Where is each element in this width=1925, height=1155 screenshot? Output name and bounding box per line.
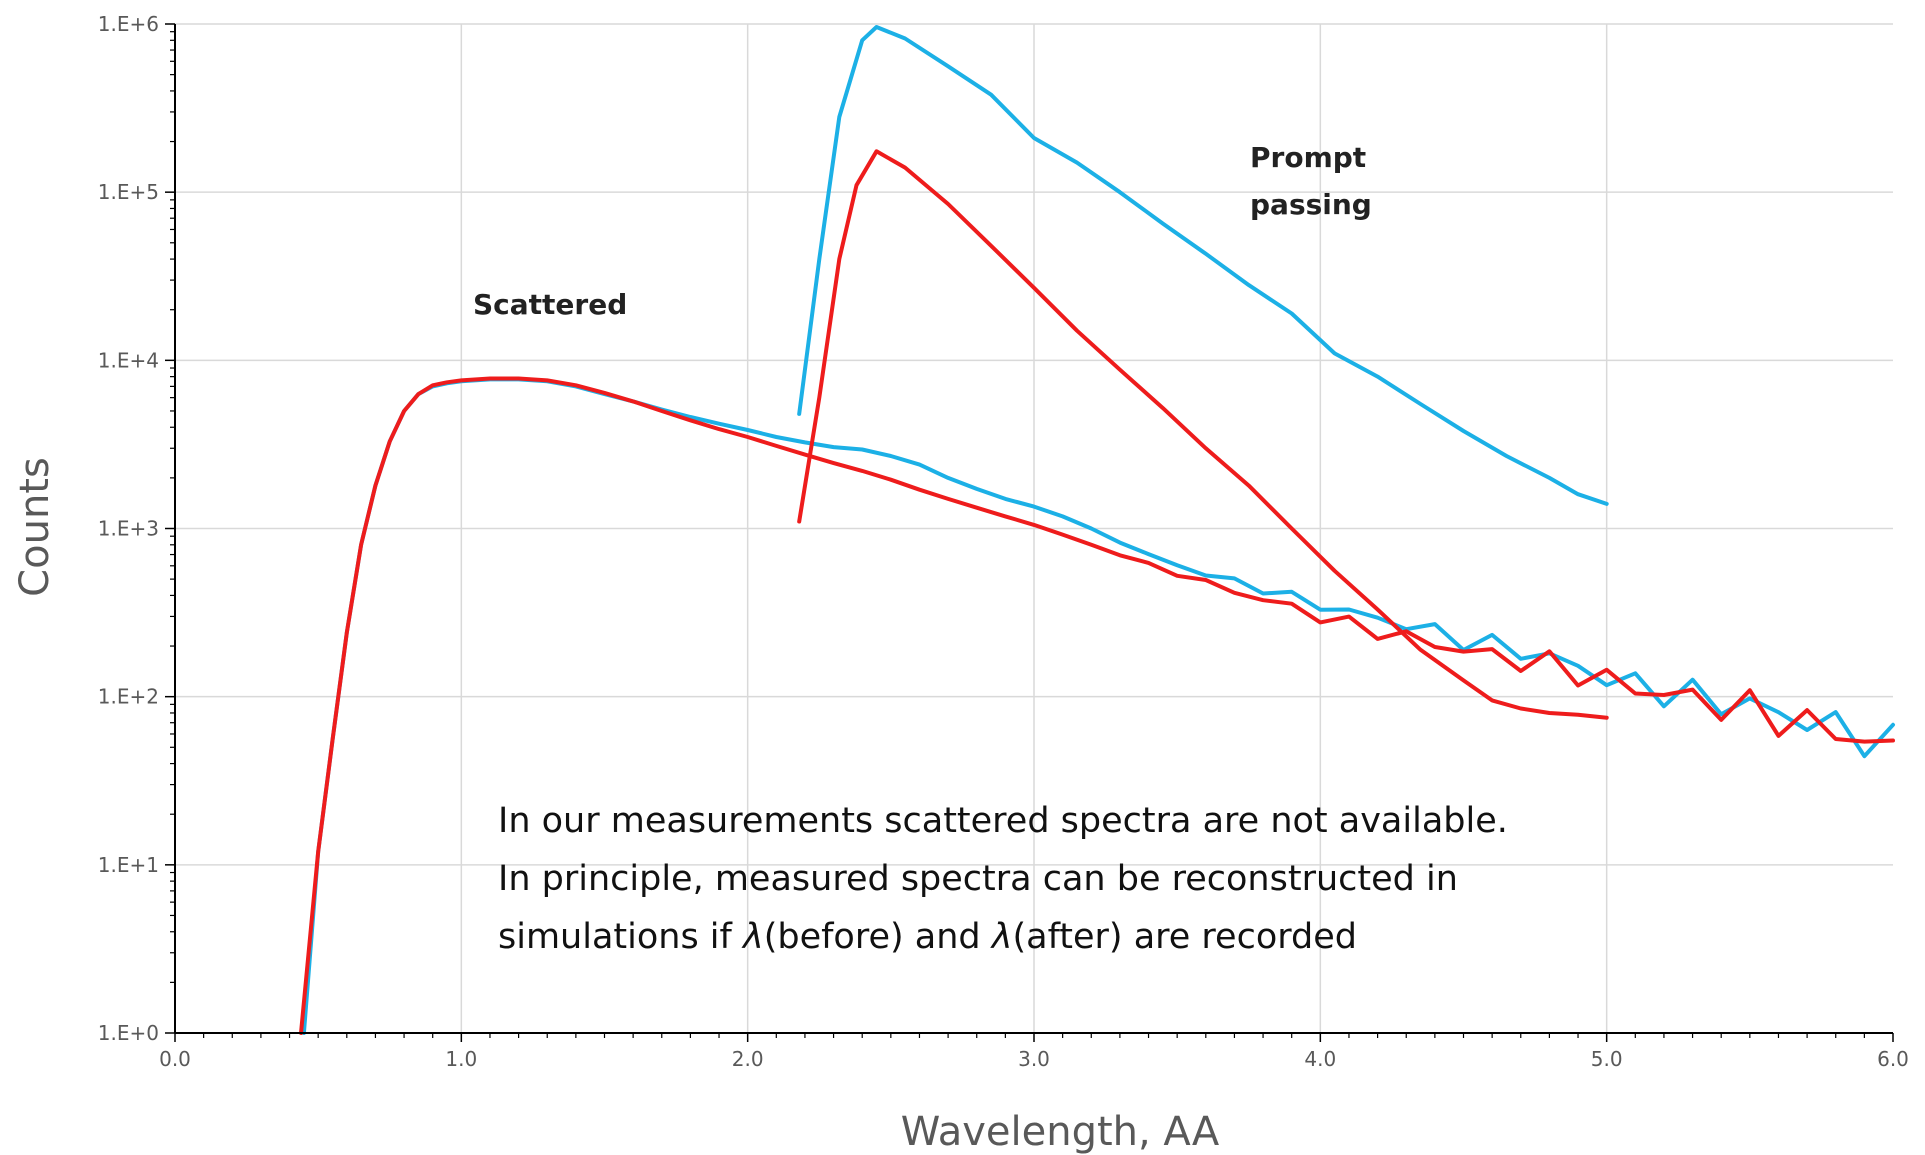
note-line-3-post: (after) are recorded [1012, 917, 1357, 957]
x-tick-label: 3.0 [1018, 1047, 1050, 1071]
x-axis-title: Wavelength, AA [901, 1109, 1220, 1155]
note-line-3-mid: (before) and [764, 917, 992, 957]
note-line-1: In our measurements scattered spectra ar… [498, 801, 1508, 841]
x-tick-label: 0.0 [159, 1047, 191, 1071]
y-tick-label: 1.E+1 [98, 853, 159, 877]
y-tick-label: 1.E+6 [98, 12, 159, 36]
annotation-scattered: Scattered [473, 288, 627, 321]
series-line-red-prompt [797, 149, 1609, 720]
lambda-symbol-after: λ [990, 917, 1013, 957]
x-tick-label: 6.0 [1877, 1047, 1909, 1071]
axes [165, 23, 1894, 1042]
y-tick-label: 1.E+0 [98, 1021, 159, 1045]
annotation-prompt-line2: passing [1250, 188, 1372, 221]
lambda-symbol-before: λ [741, 917, 764, 957]
gridlines [175, 23, 1893, 1033]
annotation-prompt-line1: Prompt [1250, 141, 1366, 174]
y-tick-label: 1.E+2 [98, 685, 159, 709]
note-line-3: simulations if λ(before) and λ(after) ar… [498, 917, 1357, 957]
x-tick-label: 5.0 [1591, 1047, 1623, 1071]
y-tick-label: 1.E+5 [98, 180, 159, 204]
x-tick-label: 1.0 [445, 1047, 477, 1071]
x-tick-label: 2.0 [732, 1047, 764, 1071]
note-line-3-pre: simulations if [498, 917, 743, 957]
note-line-2: In principle, measured spectra can be re… [498, 859, 1458, 899]
y-axis-title: Counts [12, 457, 58, 597]
y-tick-label: 1.E+3 [98, 517, 159, 541]
series-line-red-scattered [299, 376, 1895, 1035]
y-tick-label: 1.E+4 [98, 348, 159, 372]
series-line-blue-prompt [797, 25, 1609, 506]
series-lines [299, 25, 1895, 1035]
x-tick-label: 4.0 [1304, 1047, 1336, 1071]
tick-labels: 1.E+0 1.E+1 1.E+2 1.E+3 1.E+4 1.E+5 1.E+6 0.0 1.… [98, 12, 1909, 1071]
